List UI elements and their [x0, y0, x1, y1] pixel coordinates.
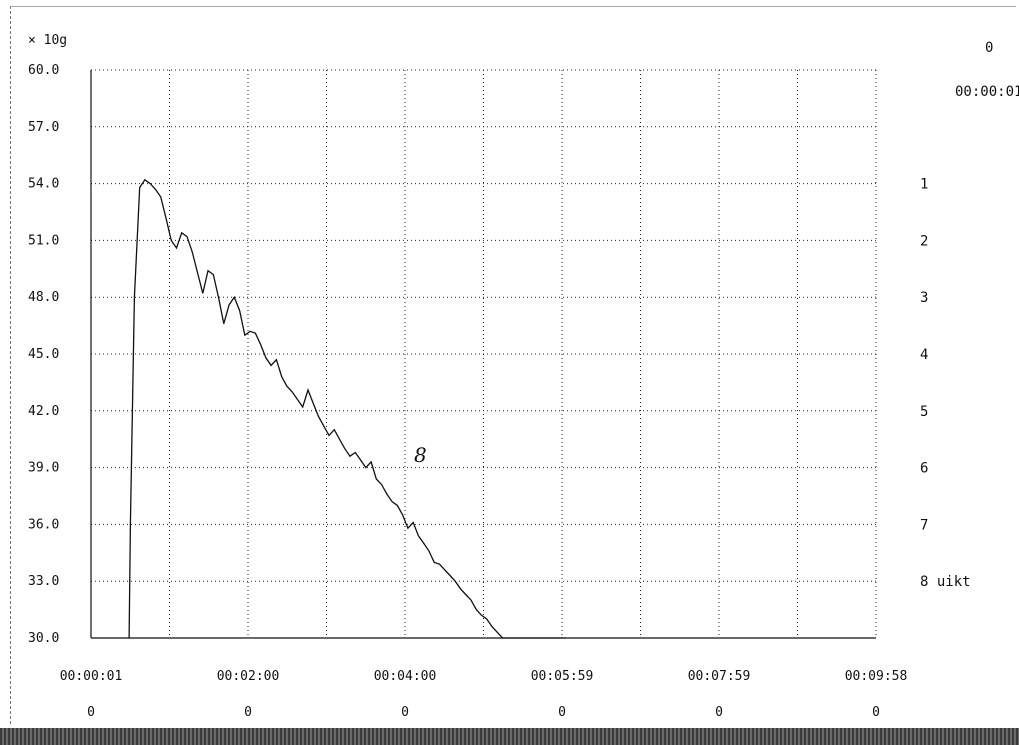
x-tick-values: 0 0 0 0 0 0 — [87, 705, 880, 720]
y-tick-label: 39.0 — [28, 461, 59, 476]
y-tick-label: 45.0 — [28, 347, 59, 362]
legend-top-time: 00:00:01 — [955, 84, 1019, 100]
y-tick-label: 42.0 — [28, 404, 59, 419]
x-tick-value: 0 — [401, 705, 409, 720]
legend-item: 4 — [920, 347, 928, 363]
x-tick-value: 0 — [87, 705, 95, 720]
y-tick-label: 36.0 — [28, 517, 59, 532]
x-tick-labels: 00:00:01 00:02:00 00:04:00 00:05:59 00:07:59… — [60, 669, 908, 684]
x-tick-value: 0 — [558, 705, 566, 720]
x-tick-value: 0 — [872, 705, 880, 720]
y-tick-label: 48.0 — [28, 290, 59, 305]
axes — [90, 70, 876, 639]
legend-item: 3 — [920, 290, 928, 306]
x-tick-label: 00:00:01 — [60, 669, 123, 684]
legend-item: 5 — [920, 404, 928, 420]
legend-item: 8 uikt — [920, 574, 971, 590]
x-tick-value: 0 — [244, 705, 252, 720]
legend: 0 00:00:01 — [955, 40, 1019, 100]
legend-items: 1 2 3 4 5 6 7 8 uikt — [920, 177, 971, 591]
legend-item: 2 — [920, 233, 928, 249]
plot-frame — [10, 6, 1016, 724]
legend-item: 6 — [920, 461, 928, 477]
x-tick-label: 00:04:00 — [374, 669, 437, 684]
x-tick-label: 00:02:00 — [217, 669, 280, 684]
x-tick-label: 00:09:58 — [845, 669, 908, 684]
x-tick-label: 00:05:59 — [531, 669, 594, 684]
y-tick-labels: 60.0 57.0 54.0 51.0 48.0 45.0 42.0 39.0 36.0 33.0… — [28, 63, 59, 646]
y-tick-label: 30.0 — [28, 631, 59, 646]
series-line — [128, 178, 566, 639]
y-tick-label: 57.0 — [28, 120, 59, 135]
series-annotation: 8 — [414, 443, 427, 467]
chart: 60.0 57.0 54.0 51.0 48.0 45.0 42.0 39.0 36.0 33.0… — [28, 33, 1019, 720]
y-tick-label: 51.0 — [28, 233, 59, 248]
legend-top-value: 0 — [985, 40, 993, 56]
legend-item: 1 — [920, 177, 928, 193]
y-tick-label: 54.0 — [28, 177, 59, 192]
grid — [91, 69, 877, 638]
legend-item: 7 — [920, 517, 928, 533]
y-tick-label: 33.0 — [28, 574, 59, 589]
y-unit-label: × 10g — [28, 33, 67, 48]
bottom-scrollbar-band — [0, 728, 1019, 745]
x-tick-value: 0 — [715, 705, 723, 720]
y-tick-label: 60.0 — [28, 63, 59, 78]
x-tick-label: 00:07:59 — [688, 669, 751, 684]
